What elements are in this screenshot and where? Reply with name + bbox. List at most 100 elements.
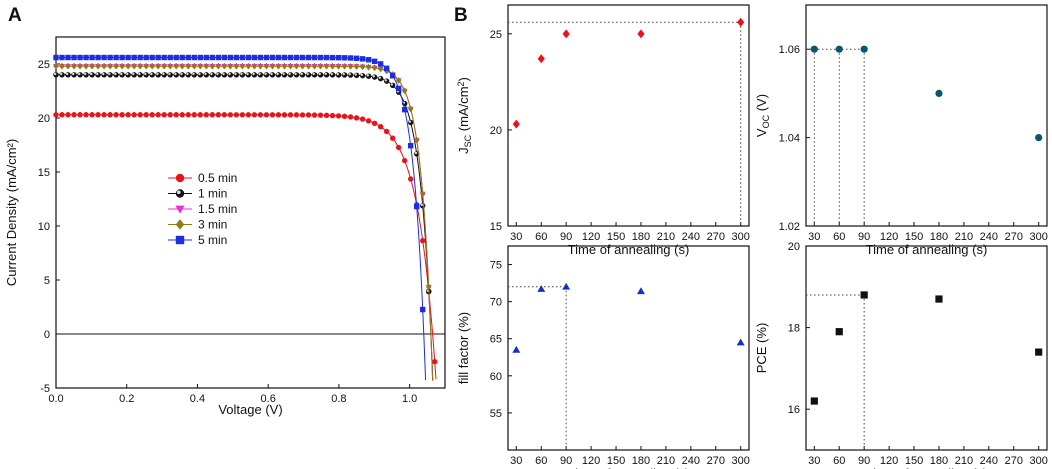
a-series-0-point bbox=[275, 112, 282, 118]
a-series-1-point bbox=[293, 72, 300, 78]
a-series-3-point bbox=[365, 63, 372, 71]
a-ytick-label: 20 bbox=[38, 113, 50, 125]
a-series-1-point-highlight bbox=[360, 73, 364, 77]
a-series-1-point-highlight bbox=[384, 79, 388, 82]
b3-ytick-label: 70 bbox=[490, 297, 502, 309]
a-series-1-point bbox=[53, 72, 59, 78]
a-series-1-point-highlight bbox=[192, 72, 195, 76]
a-ytick-label: 25 bbox=[38, 59, 50, 71]
a-series-3-point bbox=[305, 62, 312, 70]
a-frame bbox=[55, 36, 446, 389]
a-series-1-point-highlight bbox=[258, 72, 261, 76]
b4-xlabel: Time of annealing (s) bbox=[866, 466, 988, 469]
a-series-3-point bbox=[191, 62, 197, 70]
b1-ylabel-part: 2 bbox=[456, 81, 466, 86]
b1-point-2 bbox=[562, 29, 570, 39]
b2-ylabel: VOC (V) bbox=[754, 94, 771, 137]
fill-factor-chart: 30 60 90 120 150 180 210 240 270 300 55 60 65 70 75 Tim… bbox=[456, 245, 750, 469]
a-series-1-point bbox=[317, 72, 324, 78]
a-series-4-point bbox=[365, 57, 372, 63]
b4-point-2 bbox=[860, 291, 868, 299]
a-series-1-point-highlight bbox=[210, 72, 213, 76]
a-series-1-point bbox=[209, 72, 216, 78]
a-series-1-point bbox=[233, 72, 240, 78]
b1-xtick-label: 90 bbox=[560, 231, 572, 243]
b4-point-1 bbox=[835, 328, 843, 336]
a-series-4-point bbox=[221, 54, 228, 61]
a-series-1-point bbox=[197, 72, 203, 78]
a-series-4-point bbox=[251, 54, 258, 61]
a-ytick-label: 10 bbox=[38, 221, 50, 233]
b3-ytick-label: 55 bbox=[490, 408, 502, 420]
a-series-1-point bbox=[113, 72, 119, 78]
a-series-4-point bbox=[245, 54, 252, 61]
a-series-3-point bbox=[155, 62, 161, 70]
b2-xtick-label: 300 bbox=[1030, 231, 1048, 243]
a-series-3-point bbox=[107, 62, 113, 70]
b4-xtick-label: 150 bbox=[905, 455, 923, 467]
a-series-1-point-highlight bbox=[186, 72, 189, 76]
a-series-4-point bbox=[197, 54, 203, 61]
b2-xtick-label: 210 bbox=[955, 231, 973, 243]
a-series-4-point bbox=[401, 106, 408, 113]
a-series-4-point bbox=[335, 54, 342, 61]
a-series-1-point-highlight bbox=[138, 72, 141, 76]
a-series-0-point bbox=[305, 112, 312, 118]
a-series-0-point bbox=[383, 128, 390, 135]
a-series-3-point bbox=[299, 62, 306, 70]
a-series-3-point bbox=[275, 62, 282, 70]
a-series-1-point-highlight bbox=[132, 72, 135, 76]
a-series-4-point bbox=[137, 54, 143, 61]
b1-xtick-label: 210 bbox=[657, 231, 675, 243]
jsc-chart: 30 60 90 120 150 180 210 240 270 300 15 20 25 Time of… bbox=[456, 4, 750, 257]
a-series-4-point bbox=[233, 54, 240, 61]
a-series-1-point bbox=[347, 72, 354, 78]
a-series-3-point bbox=[113, 62, 119, 70]
a-series-3-point bbox=[239, 62, 246, 70]
a-ytick-label: 15 bbox=[38, 167, 50, 179]
b2-point-4 bbox=[1035, 134, 1043, 142]
a-series-0-point bbox=[287, 112, 294, 118]
a-series-0-point bbox=[323, 112, 330, 119]
b3-xtick-label: 270 bbox=[707, 455, 725, 467]
a-series-0-point bbox=[131, 112, 137, 118]
a-series-4-point bbox=[95, 54, 101, 61]
b4-ytick-label: 18 bbox=[788, 323, 800, 335]
a-series-3-point bbox=[173, 62, 179, 70]
a-series-3-point bbox=[233, 62, 240, 70]
a-series-1-point bbox=[143, 72, 149, 78]
a-series-0-point bbox=[233, 112, 240, 118]
b4-ylabel: PCE (%) bbox=[754, 323, 769, 374]
a-series-0-point bbox=[263, 112, 270, 118]
a-series-4-point bbox=[71, 54, 77, 61]
a-series-0-point bbox=[365, 118, 372, 124]
a-series-1-point-highlight bbox=[222, 72, 225, 76]
a-series-1-point bbox=[365, 73, 372, 79]
a-legend-label-2: 1.5 min bbox=[198, 202, 237, 216]
b2-xtick-label: 150 bbox=[905, 231, 923, 243]
a-ytick-label: 0 bbox=[44, 329, 50, 341]
a-series-1-point bbox=[323, 72, 330, 78]
a-series-1-point bbox=[107, 72, 113, 78]
b1-xlabel: Time of annealing (s) bbox=[568, 242, 690, 257]
a-series-1-point bbox=[71, 72, 77, 78]
a-series-0-point bbox=[215, 112, 222, 118]
b3-xtick-label: 180 bbox=[632, 455, 650, 467]
a-series-1-point-highlight bbox=[306, 72, 309, 76]
a-legend-marker-2 bbox=[175, 205, 185, 214]
a-series-3-point bbox=[149, 62, 155, 70]
a-series-3-point bbox=[407, 105, 414, 113]
jv-curve-chart: 0.0 0.2 0.4 0.6 0.8 1.0 -5 0 5 10 15 20 25 Voltage (V… bbox=[4, 36, 446, 417]
a-series-line-0 bbox=[56, 114, 437, 380]
a-series-4-point bbox=[359, 56, 366, 62]
a-legend-label-3: 3 min bbox=[198, 218, 227, 232]
b1-ytick-label: 15 bbox=[490, 221, 502, 233]
a-series-4-point bbox=[377, 61, 384, 67]
a-series-3-point bbox=[245, 62, 252, 70]
a-series-3-point bbox=[95, 62, 101, 70]
a-series-4-point bbox=[101, 54, 107, 61]
b3-xtick-label: 300 bbox=[732, 455, 750, 467]
b4-ytick-label: 20 bbox=[788, 241, 800, 253]
a-series-1-point-highlight bbox=[420, 203, 424, 207]
a-series-3-point bbox=[143, 62, 149, 70]
